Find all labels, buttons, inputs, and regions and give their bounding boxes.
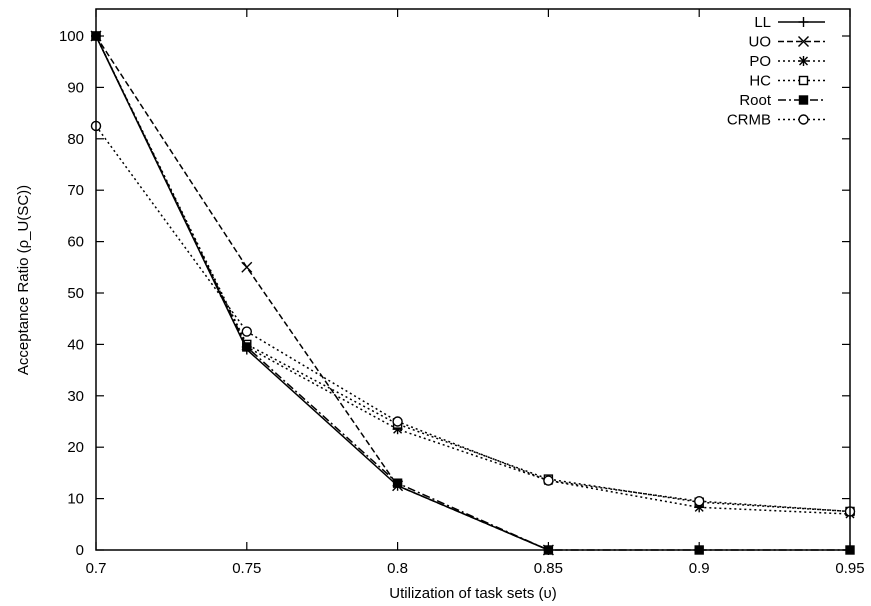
legend-label: LL (754, 14, 771, 31)
legend-marker (798, 56, 809, 66)
legend-marker-part (798, 75, 809, 86)
data-point-uo-part (241, 261, 253, 273)
data-point-crmb-part (241, 326, 253, 337)
data-point-crmb (543, 475, 554, 486)
series-line-uo (95, 35, 549, 551)
legend-item-ll: LL (754, 14, 825, 31)
legend-marker-part (798, 36, 809, 47)
legend: LL UO PO HC Root CRMB (727, 14, 825, 129)
y-tick-label: 0 (76, 542, 84, 559)
legend-marker-part (798, 95, 809, 105)
legend-label: CRMB (727, 112, 771, 129)
data-point-crmb-part (543, 475, 554, 486)
data-point-root (392, 478, 403, 488)
legend-marker (798, 95, 809, 105)
y-axis-label: Acceptance Ratio (ρ_U(SC)) (15, 185, 32, 375)
y-tick-label: 70 (67, 182, 84, 199)
legend-item-root: Root (739, 92, 825, 109)
legend-item-uo: UO (749, 34, 825, 51)
legend-label: HC (749, 73, 771, 90)
series-layer (90, 30, 856, 556)
y-tick-label: 10 (67, 491, 84, 508)
x-tick-label: 0.75 (232, 560, 261, 577)
data-point-crmb (241, 326, 253, 337)
y-tick-label: 80 (67, 131, 84, 148)
legend-label: UO (749, 34, 772, 51)
data-point-uo (241, 261, 253, 273)
series-line-po (95, 35, 851, 515)
y-tick-label: 90 (67, 79, 84, 96)
legend-marker-part (798, 114, 809, 125)
x-tick-label: 0.9 (689, 560, 710, 577)
x-tick-label: 0.7 (86, 560, 107, 577)
legend-item-crmb: CRMB (727, 112, 825, 129)
y-tick-label: 20 (67, 439, 84, 456)
plot-frame (95, 8, 851, 551)
series-line-hc (95, 35, 851, 513)
data-point-crmb (694, 495, 705, 507)
x-tick-label: 0.85 (534, 560, 563, 577)
x-axis-label: Utilization of task sets (υ) (389, 585, 556, 602)
series-line-ll (95, 35, 549, 551)
x-tick-label: 0.95 (835, 560, 864, 577)
data-point-crmb-part (694, 495, 705, 507)
data-point-root-part (392, 478, 403, 488)
legend-marker (798, 75, 809, 86)
series-crmb (90, 120, 856, 517)
y-tick-label: 100 (59, 28, 84, 45)
legend-marker (798, 36, 809, 47)
y-tick-label: 60 (67, 234, 84, 251)
data-point-crmb-part (392, 416, 403, 427)
series-ll (91, 31, 554, 555)
x-tick-label: 0.8 (387, 560, 408, 577)
y-tick-label: 30 (67, 388, 84, 405)
data-point-root (242, 342, 252, 352)
legend-item-po: PO (749, 53, 825, 70)
legend-marker (798, 17, 809, 27)
series-line-crmb (95, 125, 851, 513)
data-point-crmb (392, 416, 403, 427)
legend-marker-part (799, 56, 808, 66)
legend-label: Root (739, 92, 772, 109)
legend-label: PO (749, 53, 771, 70)
series-root (91, 31, 855, 555)
y-tick-label: 50 (67, 285, 84, 302)
legend-item-hc: HC (749, 73, 825, 90)
series-line-root (95, 35, 850, 551)
y-tick-label: 40 (67, 336, 84, 353)
legend-marker (798, 114, 809, 125)
series-uo (90, 30, 554, 556)
data-point-root-part (242, 342, 252, 352)
